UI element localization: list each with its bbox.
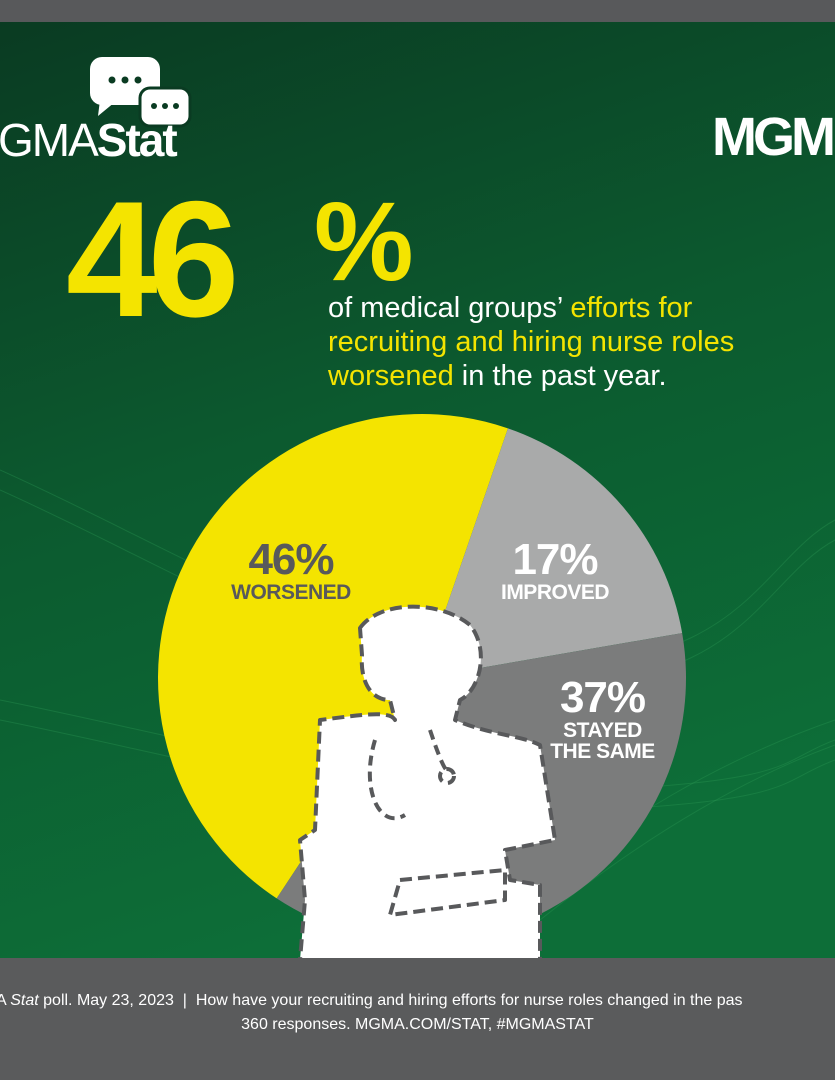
pie-slice	[422, 428, 683, 678]
headline-symbol: %	[314, 179, 414, 304]
logo-suffix: Stat	[97, 114, 178, 166]
logo-prefix: GMA	[0, 114, 99, 166]
footer-italic: Stat	[10, 992, 39, 1009]
logo-right: MGM	[712, 107, 833, 167]
chat-icon	[90, 57, 192, 128]
headline-line: of medical groups’ efforts for	[328, 292, 693, 324]
text-yellow: worsened	[327, 360, 454, 392]
slice-label: 46% WORSENED	[226, 535, 356, 604]
footer-line: 360 responses. MGMA.COM/STAT, #MGMASTAT	[241, 1016, 594, 1033]
category-label: STAYED THE SAME	[550, 719, 655, 763]
text-white: in the past year.	[454, 360, 667, 392]
value-label: 37%	[559, 673, 646, 722]
headline-text: of medical groups’ efforts for recruitin…	[327, 292, 734, 392]
slice-label: 37% STAYED THE SAME	[550, 673, 655, 763]
headline-line: worsened in the past year.	[327, 360, 667, 392]
logo-left: GMAStat	[0, 114, 177, 166]
headline-line: recruiting and hiring nurse roles	[328, 326, 734, 358]
top-bar	[0, 0, 835, 22]
slice-label: 17% IMPROVED	[495, 535, 615, 604]
category-label: WORSENED	[231, 581, 351, 604]
footer-line: A Stat poll. May 23, 2023 | How have you…	[0, 992, 743, 1010]
footer-text: poll. May 23, 2023 | How have your recru…	[38, 992, 743, 1009]
nurse-illustration	[298, 604, 557, 962]
text-yellow: efforts for	[570, 292, 692, 324]
value-label: 17%	[512, 535, 598, 584]
value-label: 46%	[248, 535, 334, 584]
pie-slice	[157, 413, 508, 899]
text-white: of medical groups’	[328, 292, 570, 324]
headline-number: 46	[66, 167, 234, 351]
category-label: IMPROVED	[500, 581, 610, 604]
footer: A Stat poll. May 23, 2023 | How have you…	[0, 958, 835, 1080]
stethoscope	[367, 729, 456, 821]
footer-text: A	[0, 992, 6, 1009]
